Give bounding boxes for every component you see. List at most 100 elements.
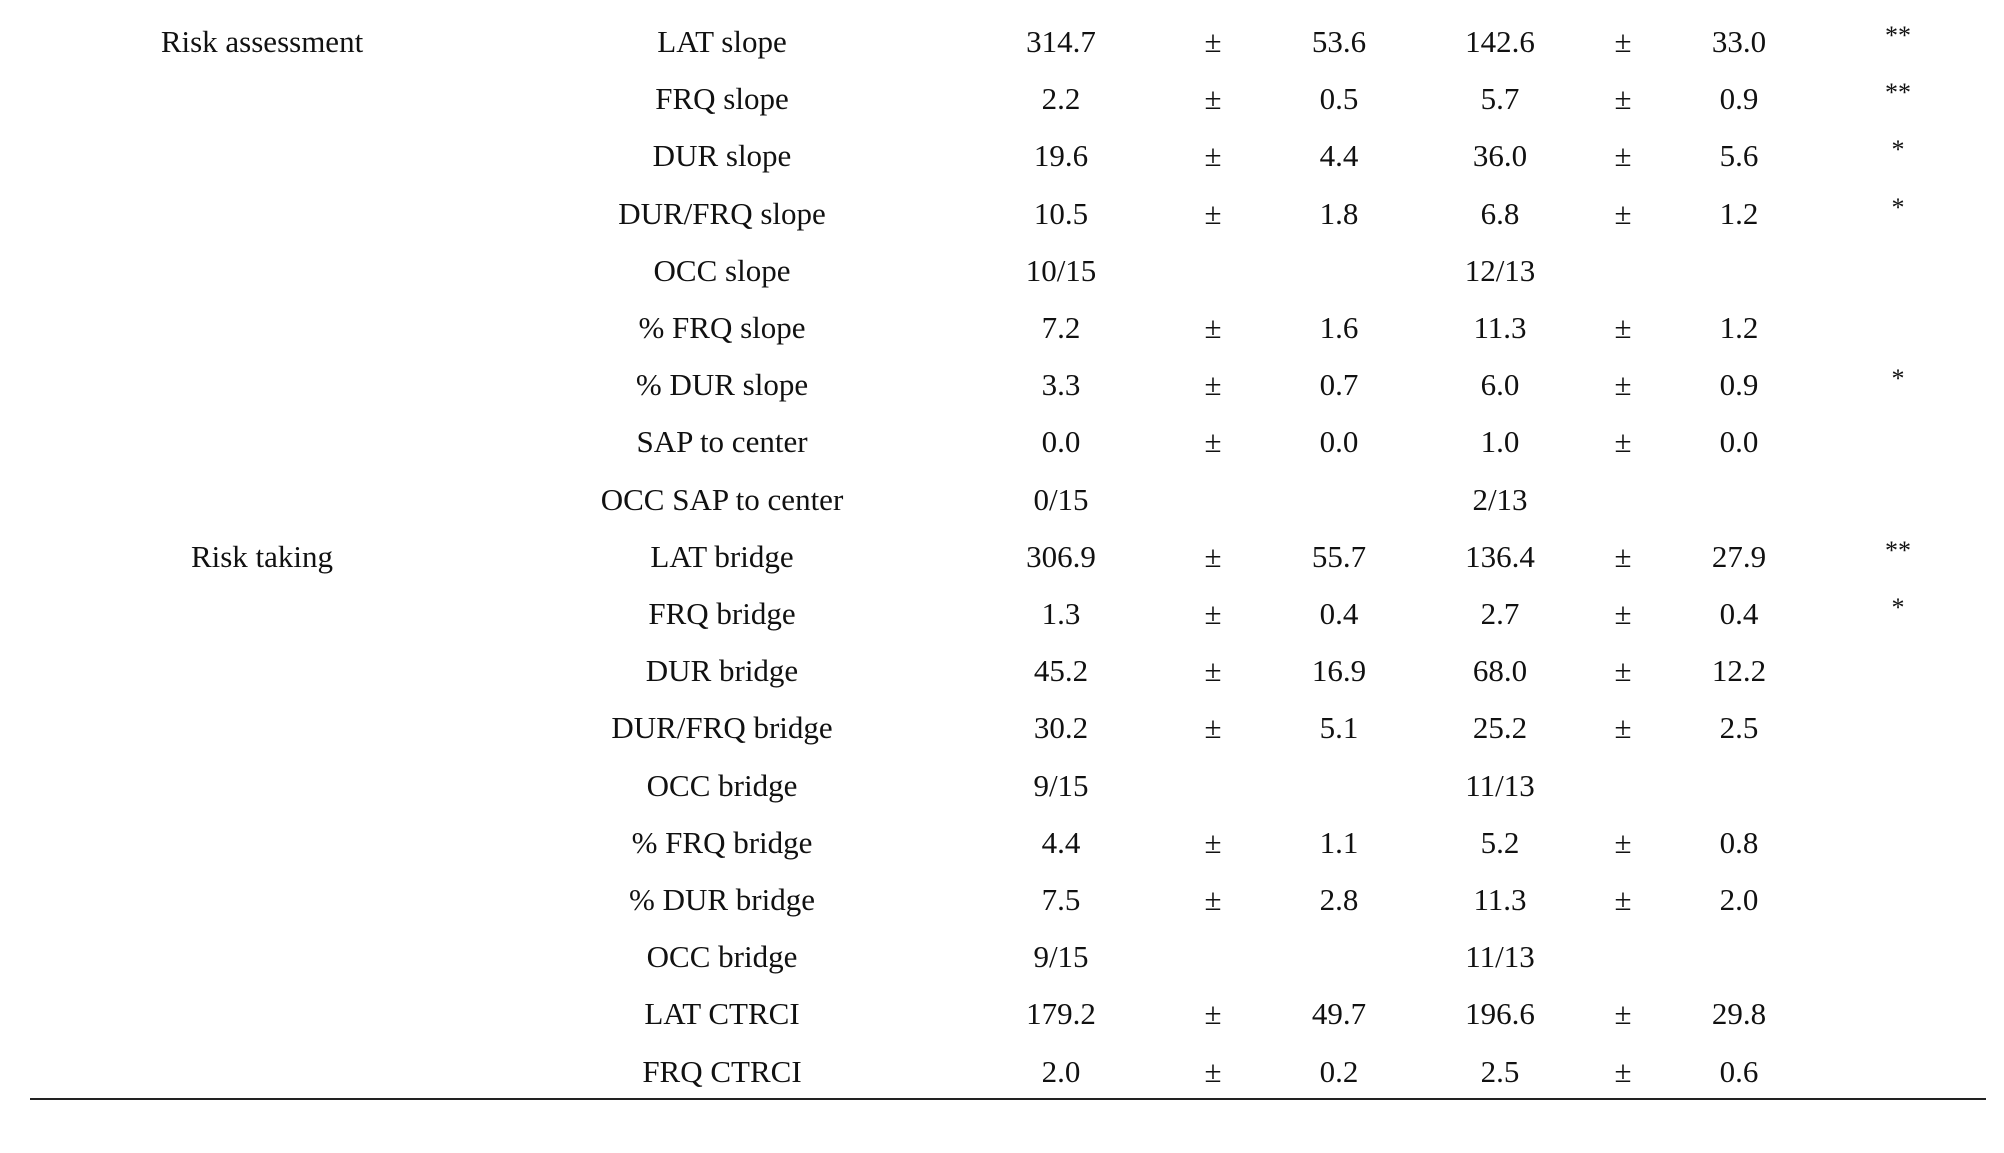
group1-sem-cell: 1.6 <box>1319 310 1359 345</box>
group2-sem-cell: 0.9 <box>1719 367 1759 403</box>
group2-sem-cell: 0.0 <box>1719 424 1759 460</box>
group1-plusminus-cell: ± <box>1204 195 1222 231</box>
significance-cell: ** <box>1885 535 1911 565</box>
group2-plusminus-cell: ± <box>1614 310 1632 345</box>
table-bottom-rule <box>30 1098 1986 1100</box>
group2-sem-cell: 0.6 <box>1719 1053 1759 1089</box>
table-row: FRQ slope 2.2 ±0.5 5.7 ±0.9 ** <box>0 71 2004 127</box>
group1-plusminus-cell: ± <box>1204 996 1222 1032</box>
group1-plusminus-cell: ± <box>1204 596 1222 631</box>
group1-sem-cell: 1.1 <box>1319 824 1359 860</box>
group1-mean-cell: 0.0 <box>1041 424 1081 460</box>
group2-mean-cell: 11/13 <box>1465 939 1535 975</box>
group2-mean-cell: 196.6 <box>1465 996 1535 1032</box>
group2-sem-cell: 33.0 <box>1711 24 1767 59</box>
group2-mean-cell: 1.0 <box>1480 424 1520 460</box>
group1-plusminus-cell: ± <box>1204 1053 1222 1089</box>
table-row: Risk assessment LAT slope 314.7 ±53.6 142.6 ±… <box>0 14 2004 70</box>
group1-sem-cell: 55.7 <box>1311 538 1367 574</box>
group1-plusminus-cell: ± <box>1204 367 1222 403</box>
group2-sem-cell: 0.8 <box>1719 824 1759 860</box>
table-row: DUR/FRQ slope 10.5 ±1.8 6.8 ±1.2 * <box>0 186 2004 242</box>
group2-plusminus-cell: ± <box>1614 367 1632 403</box>
measure-label-cell: % FRQ bridge <box>631 824 813 860</box>
measure-label-cell: SAP to center <box>636 424 808 460</box>
table-row: DUR slope 19.6 ±4.4 36.0 ±5.6 * <box>0 128 2004 184</box>
group1-mean-cell: 9/15 <box>1033 939 1089 975</box>
group2-sem-cell: 12.2 <box>1711 653 1767 689</box>
group2-mean-cell: 6.0 <box>1480 367 1520 403</box>
table-row: FRQ CTRCI 2.0 ±0.2 2.5 ±0.6 <box>0 1044 2004 1100</box>
group1-plusminus-cell: ± <box>1204 138 1222 174</box>
group1-mean-cell: 10/15 <box>1025 252 1097 288</box>
table-row: % DUR bridge 7.5 ±2.8 11.3 ±2.0 <box>0 872 2004 928</box>
group1-mean-cell: 0/15 <box>1033 481 1089 517</box>
group2-plusminus-cell: ± <box>1614 653 1632 689</box>
group2-sem-cell: 0.9 <box>1719 81 1759 117</box>
group2-plusminus-cell: ± <box>1614 138 1632 174</box>
group1-mean-cell: 4.4 <box>1041 824 1081 860</box>
group1-mean-cell: 45.2 <box>1033 653 1089 689</box>
group2-sem-cell: 2.0 <box>1719 882 1759 917</box>
group1-sem-cell: 0.4 <box>1319 596 1359 631</box>
measure-label-cell: DUR bridge <box>645 653 799 689</box>
group1-mean-cell: 179.2 <box>1026 996 1096 1032</box>
significance-cell: * <box>1891 364 1905 394</box>
group-label-cell: Risk taking <box>190 538 334 574</box>
group2-sem-cell: 5.6 <box>1719 138 1759 174</box>
group2-plusminus-cell: ± <box>1614 596 1632 631</box>
group2-sem-cell: 1.2 <box>1719 195 1759 231</box>
measure-label-cell: LAT bridge <box>650 538 794 574</box>
group1-plusminus-cell: ± <box>1204 424 1222 460</box>
group1-mean-cell: 10.5 <box>1033 195 1089 231</box>
group2-plusminus-cell: ± <box>1614 710 1632 746</box>
group1-mean-cell: 7.2 <box>1041 310 1081 345</box>
group2-plusminus-cell: ± <box>1614 996 1632 1032</box>
group2-sem-cell: 0.4 <box>1719 596 1759 631</box>
group2-plusminus-cell: ± <box>1614 24 1632 59</box>
group1-sem-cell: 53.6 <box>1311 24 1367 59</box>
group2-mean-cell: 5.2 <box>1480 824 1520 860</box>
group2-plusminus-cell: ± <box>1614 424 1632 460</box>
group1-mean-cell: 314.7 <box>1026 24 1096 59</box>
group2-mean-cell: 136.4 <box>1465 538 1535 574</box>
group2-plusminus-cell: ± <box>1614 882 1632 917</box>
measure-label-cell: FRQ bridge <box>648 596 796 631</box>
table-row: FRQ bridge 1.3 ±0.4 2.7 ±0.4 * <box>0 586 2004 642</box>
significance-cell: ** <box>1885 21 1911 50</box>
table-row: OCC bridge 9/15 11/13 <box>0 758 2004 814</box>
group2-sem-cell: 2.5 <box>1719 710 1759 746</box>
group1-plusminus-cell: ± <box>1204 882 1222 917</box>
group2-mean-cell: 36.0 <box>1472 138 1528 174</box>
significance-cell: * <box>1891 135 1905 165</box>
group1-sem-cell: 5.1 <box>1319 710 1359 746</box>
table-row: OCC bridge 9/15 11/13 <box>0 929 2004 985</box>
group1-mean-cell: 3.3 <box>1041 367 1081 403</box>
group1-sem-cell: 49.7 <box>1311 996 1367 1032</box>
table-row: DUR/FRQ bridge 30.2 ±5.1 25.2 ±2.5 <box>0 700 2004 756</box>
group2-mean-cell: 142.6 <box>1465 24 1535 59</box>
group1-mean-cell: 1.3 <box>1041 596 1081 631</box>
group2-sem-cell: 29.8 <box>1711 996 1767 1032</box>
table-row: % FRQ slope 7.2 ±1.6 11.3 ±1.2 <box>0 300 2004 356</box>
group1-sem-cell: 2.8 <box>1319 882 1359 917</box>
measure-label-cell: % FRQ slope <box>638 310 806 345</box>
measure-label-cell: FRQ slope <box>655 81 789 117</box>
significance-cell: * <box>1891 192 1905 222</box>
group1-mean-cell: 2.2 <box>1041 81 1081 117</box>
table-row: OCC SAP to center 0/15 2/13 <box>0 472 2004 528</box>
group1-plusminus-cell: ± <box>1204 81 1222 117</box>
group2-mean-cell: 68.0 <box>1472 653 1528 689</box>
table-row: % DUR slope 3.3 ±0.7 6.0 ±0.9 * <box>0 357 2004 413</box>
measure-label-cell: OCC bridge <box>646 939 798 975</box>
group1-plusminus-cell: ± <box>1204 538 1222 574</box>
group1-plusminus-cell: ± <box>1204 824 1222 860</box>
group1-sem-cell: 0.5 <box>1319 81 1359 117</box>
group1-sem-cell: 4.4 <box>1319 138 1359 174</box>
group1-sem-cell: 0.7 <box>1319 367 1359 403</box>
group2-mean-cell: 25.2 <box>1472 710 1528 746</box>
group2-mean-cell: 2.5 <box>1480 1053 1520 1089</box>
group1-mean-cell: 19.6 <box>1033 138 1089 174</box>
measure-label-cell: OCC bridge <box>646 767 798 803</box>
